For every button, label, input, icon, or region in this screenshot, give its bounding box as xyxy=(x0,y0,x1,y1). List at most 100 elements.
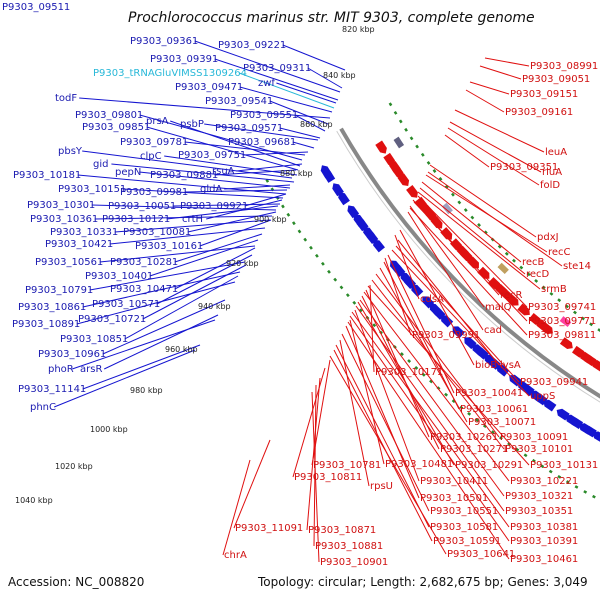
reverse-gene-arrow[interactable] xyxy=(517,303,532,318)
forward-gene-arrow[interactable] xyxy=(591,429,600,443)
forward-gene-label[interactable]: crtH xyxy=(182,214,203,225)
forward-gene-label[interactable]: P9303_09881 xyxy=(150,170,218,181)
reverse-gene-label[interactable]: P9303_09351 xyxy=(490,162,558,173)
forward-gene-label[interactable]: P9303_09801 xyxy=(75,110,143,121)
forward-gene-label[interactable]: P9303_10961 xyxy=(38,349,106,360)
forward-gene-label[interactable]: P9303_10561 xyxy=(35,257,103,268)
forward-gene-label[interactable]: P9303_10081 xyxy=(123,227,191,238)
reverse-gene-label[interactable]: bioB xyxy=(475,360,497,371)
forward-gene-arrow[interactable] xyxy=(563,412,579,427)
reverse-gene-label[interactable]: P9303_10481 xyxy=(385,459,453,470)
forward-gene-arrow[interactable] xyxy=(427,301,442,317)
forward-gene-label[interactable]: P9303_09851 xyxy=(82,122,150,133)
forward-gene-label[interactable]: P9303_10721 xyxy=(78,314,146,325)
reverse-gene-label[interactable]: P9303_09771 xyxy=(528,316,596,327)
misc-feature[interactable] xyxy=(393,136,405,149)
forward-gene-arrow[interactable] xyxy=(420,294,435,309)
forward-gene-label[interactable]: P9303_10891 xyxy=(12,319,80,330)
forward-gene-arrow[interactable] xyxy=(361,225,376,240)
reverse-gene-label[interactable]: P9303_10881 xyxy=(315,541,383,552)
reverse-gene-label[interactable]: P9303_09741 xyxy=(528,302,596,313)
forward-gene-arrow[interactable] xyxy=(462,335,477,350)
forward-gene-label[interactable]: P9303_09221 xyxy=(218,40,286,51)
reverse-gene-label[interactable]: P9303_10641 xyxy=(447,549,515,560)
forward-gene-arrow[interactable] xyxy=(528,388,544,403)
forward-gene-label[interactable]: P9303_11141 xyxy=(18,384,86,395)
reverse-gene-label[interactable]: P9303_10221 xyxy=(510,476,578,487)
forward-gene-label[interactable]: P9303_09571 xyxy=(215,123,283,134)
reverse-gene-label[interactable]: P9303_10061 xyxy=(460,404,528,415)
forward-gene-arrow[interactable] xyxy=(345,203,360,219)
forward-gene-label[interactable]: gid xyxy=(93,159,108,170)
forward-gene-label[interactable]: rsuA xyxy=(212,166,235,177)
reverse-gene-label[interactable]: ste14 xyxy=(563,261,591,272)
forward-gene-arrow[interactable] xyxy=(371,237,385,253)
forward-gene-label[interactable]: P9303_10861 xyxy=(18,302,86,313)
forward-gene-arrow[interactable] xyxy=(577,421,593,435)
forward-gene-arrow[interactable] xyxy=(494,362,510,377)
forward-gene-label[interactable]: P9303_09981 xyxy=(120,187,188,198)
reverse-gene-arrow[interactable] xyxy=(383,152,397,168)
forward-gene-label[interactable]: P9303_09391 xyxy=(150,54,218,65)
reverse-gene-arrow[interactable] xyxy=(559,337,575,351)
forward-gene-arrow[interactable] xyxy=(438,313,454,328)
reverse-gene-label[interactable]: P9303_09161 xyxy=(505,107,573,118)
forward-gene-label[interactable]: P9303_10121 xyxy=(102,214,170,225)
forward-gene-label[interactable]: pbsY xyxy=(58,146,83,157)
reverse-gene-arrow[interactable] xyxy=(406,185,420,200)
reverse-gene-label[interactable]: P9303_10781 xyxy=(313,460,381,471)
reverse-gene-label[interactable]: rpsU xyxy=(370,481,393,492)
forward-gene-label[interactable]: P9303_09551 xyxy=(230,110,298,121)
forward-gene-label[interactable]: phoR xyxy=(48,364,74,375)
forward-gene-label[interactable]: P9303_09311 xyxy=(243,63,311,74)
forward-gene-arrow[interactable] xyxy=(330,181,344,197)
forward-gene-label[interactable]: psbP xyxy=(180,119,204,130)
reverse-gene-label[interactable]: recR xyxy=(500,290,523,301)
reverse-gene-label[interactable]: P9303_10551 xyxy=(430,506,498,517)
forward-gene-label[interactable]: P9303_09541 xyxy=(205,96,273,107)
forward-gene-arrow[interactable] xyxy=(387,258,402,273)
forward-gene-label[interactable]: zwf xyxy=(258,78,275,89)
reverse-gene-label[interactable]: recC xyxy=(548,247,571,258)
reverse-gene-label[interactable]: P9303_10351 xyxy=(505,506,573,517)
reverse-gene-label[interactable]: malQ xyxy=(485,302,512,313)
forward-gene-label[interactable]: P9303_10361 xyxy=(30,214,98,225)
reverse-gene-label[interactable]: P9303_10581 xyxy=(430,522,498,533)
reverse-gene-label[interactable]: P9303_10091 xyxy=(500,432,568,443)
reverse-gene-label[interactable]: P9303_10411 xyxy=(420,476,488,487)
forward-gene-label[interactable]: P9303_tRNAGluVIMSS1309264 xyxy=(93,68,247,79)
forward-gene-label[interactable]: P9303_10471 xyxy=(110,284,178,295)
reverse-gene-label[interactable]: P9303_10501 xyxy=(420,493,488,504)
reverse-gene-label[interactable]: P9303_09991 xyxy=(412,330,480,341)
reverse-gene-label[interactable]: P9303_09941 xyxy=(520,377,588,388)
reverse-gene-label[interactable]: P9303_10381 xyxy=(510,522,578,533)
reverse-gene-label[interactable]: leuA xyxy=(545,147,567,158)
forward-gene-label[interactable]: P9303_10161 xyxy=(135,241,203,252)
forward-gene-label[interactable]: P9303_10851 xyxy=(60,334,128,345)
reverse-gene-arrow[interactable] xyxy=(375,140,389,155)
forward-gene-arrow[interactable] xyxy=(336,190,350,206)
forward-gene-label[interactable]: gldA xyxy=(200,184,222,195)
reverse-gene-label[interactable]: P9303_10901 xyxy=(320,557,388,568)
reverse-gene-arrow[interactable] xyxy=(450,238,465,253)
misc-feature[interactable] xyxy=(441,202,453,215)
reverse-gene-arrow[interactable] xyxy=(487,277,503,292)
forward-gene-label[interactable]: P9303_10331 xyxy=(50,227,118,238)
reverse-gene-label[interactable]: P9303_10391 xyxy=(510,536,578,547)
forward-gene-label[interactable]: arsR xyxy=(80,364,102,375)
reverse-gene-label[interactable]: P9303_10591 xyxy=(433,536,501,547)
reverse-gene-arrow[interactable] xyxy=(528,313,544,327)
forward-gene-label[interactable]: P9303_10281 xyxy=(110,257,178,268)
forward-gene-label[interactable]: P9303_09781 xyxy=(120,137,188,148)
reverse-gene-label[interactable]: P9303_09051 xyxy=(522,74,590,85)
reverse-gene-arrow[interactable] xyxy=(440,227,455,242)
forward-gene-arrow[interactable] xyxy=(351,212,366,228)
forward-gene-label[interactable]: phnC xyxy=(30,402,56,413)
forward-gene-arrow[interactable] xyxy=(554,407,570,421)
forward-gene-label[interactable]: P9303_10571 xyxy=(92,299,160,310)
reverse-gene-label[interactable]: recD xyxy=(526,269,550,280)
reverse-gene-label[interactable]: P9303_10461 xyxy=(510,554,578,565)
reverse-gene-label[interactable]: uppS xyxy=(530,391,555,402)
forward-gene-label[interactable]: P9303_09751 xyxy=(178,150,246,161)
forward-gene-label[interactable]: pepN xyxy=(115,167,141,178)
